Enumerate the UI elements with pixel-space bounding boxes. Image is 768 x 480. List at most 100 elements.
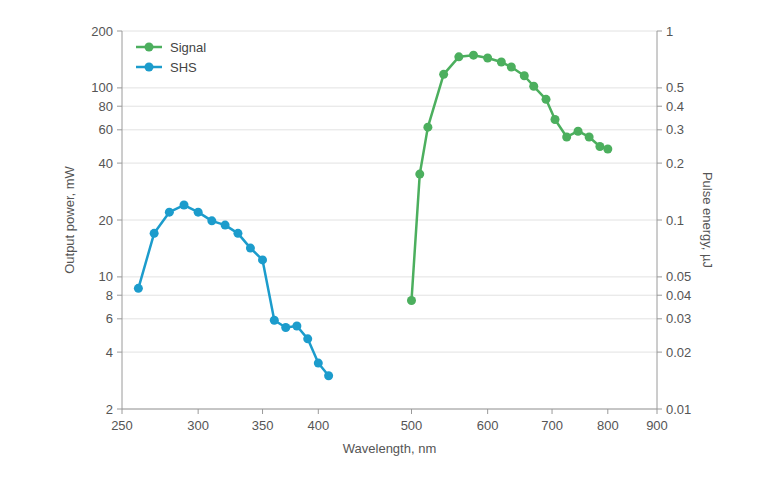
y-tick-label: 100 (91, 80, 113, 95)
data-point (150, 229, 159, 238)
data-point (292, 321, 301, 330)
x-tick-label: 600 (477, 418, 499, 433)
data-point (270, 316, 279, 325)
y2-tick-label: 0.1 (666, 213, 684, 228)
y-tick (117, 31, 122, 32)
data-point (303, 334, 312, 343)
y2-tick-label: 0.03 (666, 311, 691, 326)
y2-axis-title: Pulse energy, µJ (700, 172, 715, 268)
y-tick-label: 10 (99, 269, 113, 284)
legend: Signal SHS (136, 40, 206, 75)
y2-tick (657, 87, 662, 88)
y2-tick-label: 0.2 (666, 156, 684, 171)
x-tick (411, 409, 412, 414)
y-tick (117, 87, 122, 88)
legend-marker (145, 43, 154, 52)
y-tick (117, 129, 122, 130)
grid-line (122, 295, 657, 296)
y2-tick (657, 318, 662, 319)
x-tick (487, 409, 488, 414)
y-tick-label: 200 (91, 24, 113, 39)
y2-tick-label: 0.02 (666, 345, 691, 360)
legend-label: Signal (170, 40, 206, 55)
y-tick (117, 318, 122, 319)
x-tick-label: 800 (597, 418, 619, 433)
plot-area (134, 51, 612, 381)
y2-tick (657, 129, 662, 130)
data-point (165, 208, 174, 217)
grid-line (122, 31, 657, 32)
data-point (497, 58, 506, 67)
y2-tick-label: 0.01 (666, 402, 691, 417)
x-tick-label: 300 (187, 418, 209, 433)
data-point (439, 70, 448, 79)
data-point (207, 216, 216, 225)
grid-line (122, 352, 657, 353)
data-point (179, 201, 188, 210)
x-tick-label: 700 (541, 418, 563, 433)
y-tick-label: 80 (99, 99, 113, 114)
y2-tick-label: 0.04 (666, 288, 691, 303)
y2-tick (657, 295, 662, 296)
x-tick-label: 250 (111, 418, 133, 433)
data-point (603, 144, 612, 153)
x-tick (122, 409, 123, 414)
y2-tick-label: 0.4 (666, 99, 684, 114)
y2-tick (657, 352, 662, 353)
data-point (281, 323, 290, 332)
x-tick (198, 409, 199, 414)
grid-line (122, 220, 657, 221)
y-tick (117, 220, 122, 221)
data-point (324, 371, 333, 380)
legend-label: SHS (170, 60, 197, 75)
data-point (595, 142, 604, 151)
x-tick (262, 409, 263, 414)
x-tick-label: 350 (252, 418, 274, 433)
x-tick-label: 400 (307, 418, 329, 433)
data-point (454, 52, 463, 61)
y-tick-label: 20 (99, 213, 113, 228)
data-point (233, 229, 242, 238)
data-point (483, 53, 492, 62)
y2-tick (657, 409, 662, 410)
x-axis-line (122, 409, 657, 410)
y2-tick (657, 276, 662, 277)
grid-line (122, 163, 657, 164)
y2-tick (657, 220, 662, 221)
data-point (551, 115, 560, 124)
grid-line (122, 318, 657, 319)
x-tick-label: 900 (646, 418, 668, 433)
data-point (562, 132, 571, 141)
x-axis-title: Wavelength, nm (343, 441, 436, 456)
y2-tick (657, 106, 662, 107)
data-point (407, 296, 416, 305)
y-tick (117, 352, 122, 353)
y-tick-label: 2 (106, 402, 113, 417)
y2-tick-label: 0.05 (666, 269, 691, 284)
data-point (585, 132, 594, 141)
y-tick-label: 6 (106, 311, 113, 326)
data-point (542, 95, 551, 104)
data-point (469, 51, 478, 60)
grid-line (122, 106, 657, 107)
x-tick (657, 409, 658, 414)
legend-marker (145, 63, 154, 72)
y-tick (117, 276, 122, 277)
data-point (134, 284, 143, 293)
y2-tick (657, 31, 662, 32)
y-axis-title: Output power, mW (62, 165, 77, 273)
x-tick-label: 500 (401, 418, 423, 433)
data-point (415, 170, 424, 179)
y-tick (117, 409, 122, 410)
y-tick-label: 8 (106, 288, 113, 303)
data-point (507, 62, 516, 71)
grid-line (122, 87, 657, 88)
series-line (412, 55, 608, 300)
y2-tick-label: 0.5 (666, 80, 684, 95)
y-tick-label: 40 (99, 156, 113, 171)
data-point (423, 123, 432, 132)
y2-tick (657, 163, 662, 164)
grid-line (122, 276, 657, 277)
y-tick (117, 295, 122, 296)
grid-line (122, 409, 657, 410)
